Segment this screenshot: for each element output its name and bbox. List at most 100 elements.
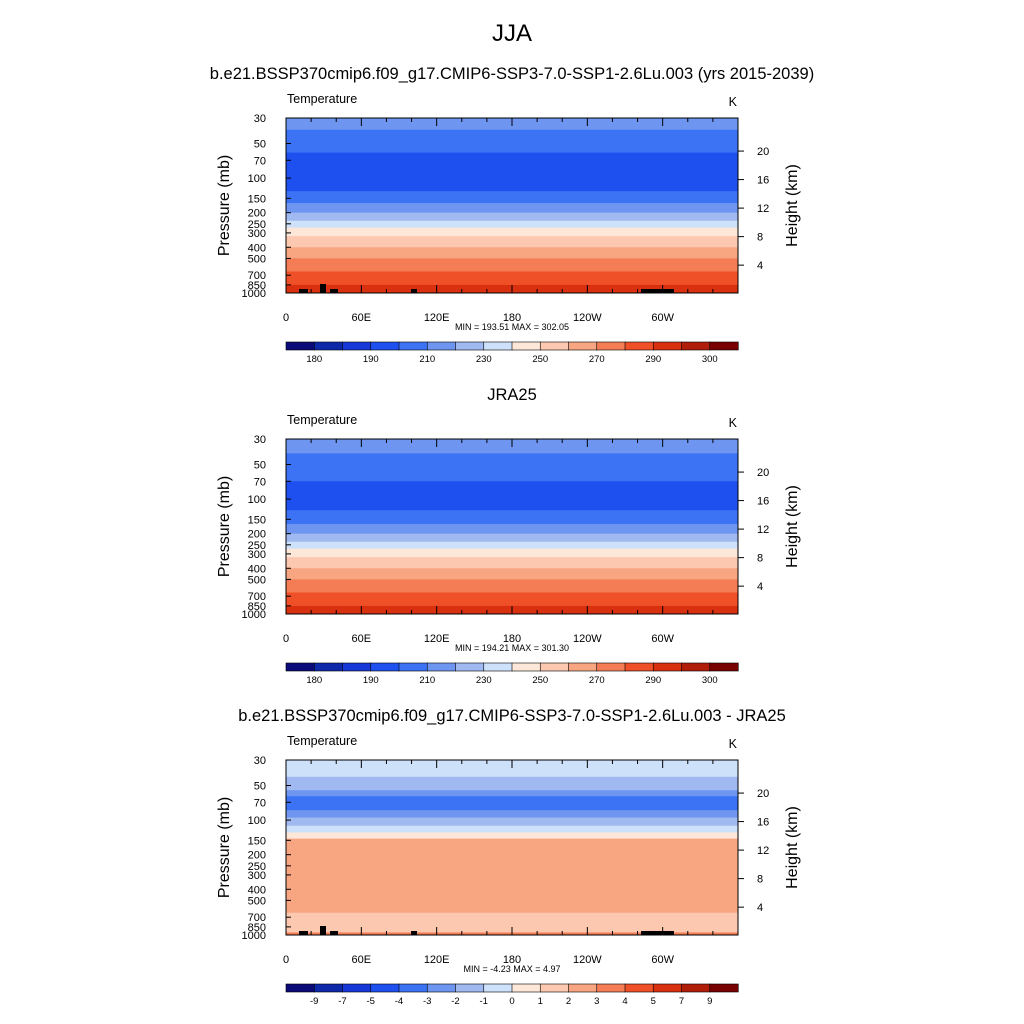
panel-title: JRA25	[487, 386, 537, 404]
colorbar-swatch	[285, 662, 315, 672]
topography-block	[330, 289, 338, 293]
colorbar-swatch	[511, 341, 541, 351]
colorbar-swatch	[313, 983, 344, 993]
contour-band	[286, 524, 738, 535]
x-tick-label: 60W	[651, 633, 674, 645]
colorbar-swatch	[342, 983, 372, 993]
contour-band	[286, 220, 738, 229]
y-tick-label: 150	[248, 514, 266, 526]
y-tick-label: 1000	[242, 930, 266, 942]
x-tick-label: 60E	[352, 312, 372, 324]
topography-block	[320, 926, 326, 935]
topography-block	[299, 289, 308, 293]
y-tick-label: 1000	[242, 609, 266, 621]
topography-block	[320, 284, 326, 293]
colorbar-swatch	[624, 341, 654, 351]
y-tick-label: 30	[254, 113, 266, 125]
x-tick-label: 120E	[424, 633, 450, 645]
colorbar-swatch	[426, 662, 457, 672]
colorbar-swatch	[709, 341, 739, 351]
contour-band	[286, 212, 738, 222]
colorbar-label: 250	[532, 675, 548, 686]
colorbar-swatch	[624, 983, 654, 993]
colorbar-swatch	[539, 662, 570, 672]
x-tick-label: 60W	[651, 954, 674, 966]
colorbar-swatch	[652, 983, 683, 993]
colorbar-label: 4	[622, 996, 627, 1007]
panel-title: b.e21.BSSP370cmip6.f09_g17.CMIP6-SSP3-7.…	[238, 707, 786, 725]
y-tick-label: 250	[248, 861, 266, 873]
x-tick-label: 120E	[424, 312, 450, 324]
x-tick-label: 180	[503, 633, 521, 645]
x-tick-label: 60E	[352, 954, 372, 966]
colorbar-swatch	[568, 983, 598, 993]
colorbar-swatch	[709, 983, 739, 993]
colorbar-swatch	[596, 662, 626, 672]
variable-label: Temperature	[287, 734, 357, 748]
topography-block	[412, 289, 417, 293]
colorbar-label: 210	[419, 675, 435, 686]
chart-panel-3: b.e21.BSSP370cmip6.f09_g17.CMIP6-SSP3-7.…	[216, 707, 801, 1007]
contour-band	[286, 533, 738, 543]
x-tick-label: 180	[503, 954, 521, 966]
y-right-tick-label: 8	[757, 874, 763, 886]
colorbar-swatch	[652, 341, 683, 351]
contour-band	[286, 152, 738, 192]
y-tick-label: 100	[248, 173, 266, 185]
contour-band	[286, 481, 738, 511]
colorbar-swatch	[342, 341, 372, 351]
y-tick-label: 50	[254, 138, 266, 150]
colorbar-label: 270	[589, 354, 605, 365]
y-axis-title: Pressure (mb)	[216, 476, 233, 577]
contour-band	[286, 796, 738, 811]
colorbar-swatch	[313, 341, 344, 351]
colorbar-label: -5	[367, 996, 375, 1007]
y-right-tick-label: 16	[757, 175, 769, 187]
contour-band	[286, 776, 738, 791]
y-tick-label: 700	[248, 270, 266, 282]
topography-mask	[299, 926, 674, 935]
contour-band	[286, 592, 738, 607]
panel-title: b.e21.BSSP370cmip6.f09_g17.CMIP6-SSP3-7.…	[210, 65, 814, 83]
y-tick-label: 150	[248, 835, 266, 847]
colorbar-swatch	[596, 983, 626, 993]
colorbar: -9 -7 -5 -4 -3 -2 -1 0 1 2 3 4 5 7 9	[285, 983, 739, 1007]
colorbar-swatch	[539, 341, 570, 351]
colorbar-label: 290	[645, 354, 661, 365]
contour-band	[286, 129, 738, 153]
contour-band	[286, 510, 738, 525]
contour-band	[286, 191, 738, 204]
topography-block	[412, 931, 417, 935]
y-tick-label: 70	[254, 476, 266, 488]
min-max-stats: MIN = 193.51 MAX = 302.05	[455, 322, 569, 332]
y-right-tick-label: 8	[757, 553, 763, 565]
contour-band	[286, 453, 738, 482]
colorbar-swatch	[652, 662, 683, 672]
y-right-axis-title: Height (km)	[784, 164, 801, 247]
colorbar-label: 230	[476, 675, 492, 686]
colorbar-swatch	[568, 341, 598, 351]
colorbar-label: -9	[310, 996, 318, 1007]
chart-panel-1: b.e21.BSSP370cmip6.f09_g17.CMIP6-SSP3-7.…	[210, 65, 814, 365]
contour-band	[286, 557, 738, 569]
y-right-tick-label: 4	[757, 581, 763, 593]
colorbar-label: 210	[419, 354, 435, 365]
colorbar-label: 230	[476, 354, 492, 365]
y-right-tick-label: 12	[757, 845, 769, 857]
contour-band	[286, 825, 738, 833]
colorbar-swatch	[398, 341, 428, 351]
colorbar-swatch	[342, 662, 372, 672]
colorbar-swatch	[426, 341, 457, 351]
colorbar-swatch	[370, 341, 400, 351]
colorbar-label: 0	[509, 996, 514, 1007]
min-max-stats: MIN = 194.21 MAX = 301.30	[455, 643, 569, 653]
colorbar-swatch	[455, 662, 485, 672]
x-tick-label: 60E	[352, 633, 372, 645]
contour-band	[286, 541, 738, 550]
colorbar-label: 1	[538, 996, 543, 1007]
variable-label: Temperature	[287, 413, 357, 427]
contour-band	[286, 810, 738, 818]
contour-layers	[286, 439, 738, 614]
x-tick-label: 180	[503, 312, 521, 324]
colorbar-swatch	[426, 983, 457, 993]
